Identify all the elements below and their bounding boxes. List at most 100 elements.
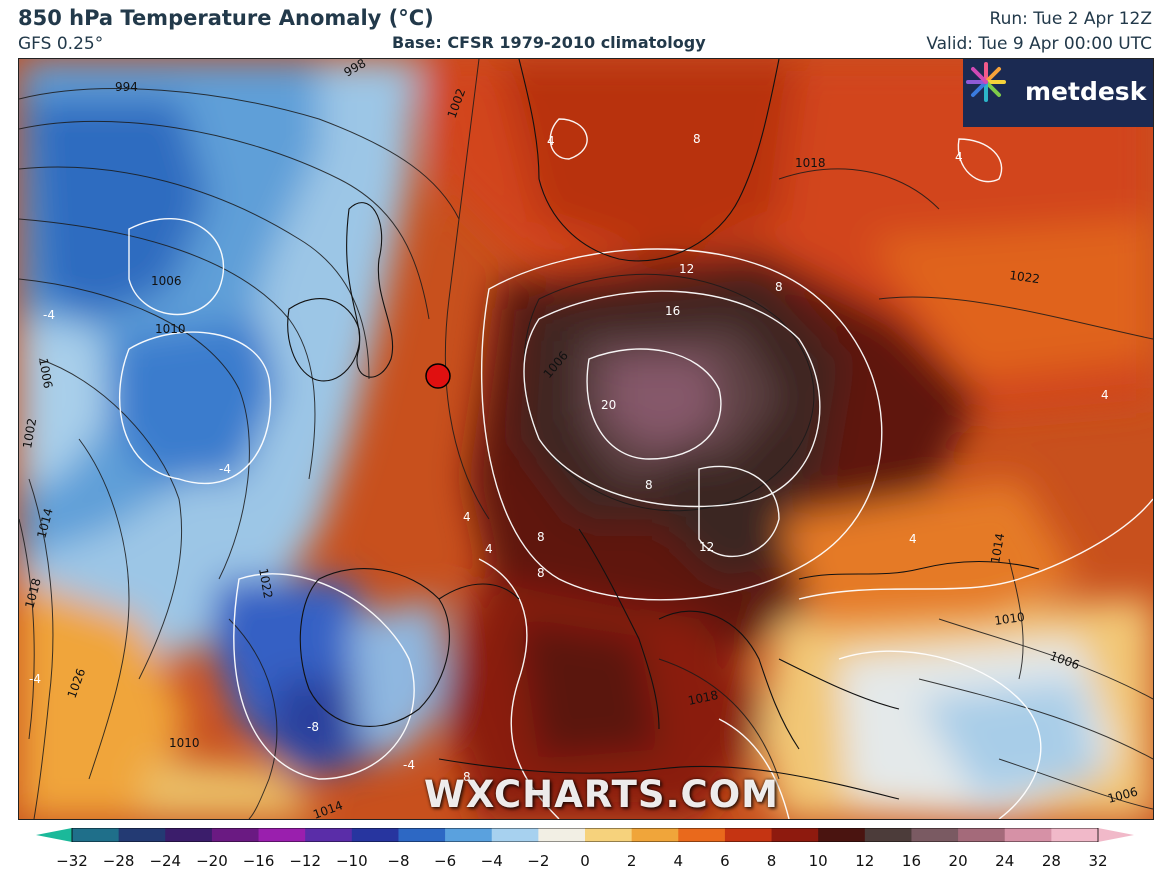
colorbar-tick-label: −32 [56, 852, 88, 870]
colorbar-segment [771, 828, 819, 842]
colorbar-frame [71, 828, 1099, 842]
pressure-label: 1018 [795, 156, 826, 170]
map-canvas: 994 998 1002 1006 1006 1010 1006 1002 10… [19, 59, 1153, 819]
colorbar-tick-label: −24 [149, 852, 182, 870]
watermark: WXCHARTS.COM [424, 773, 779, 816]
model-label: GFS 0.25° [18, 34, 104, 54]
colorbar-segment [585, 828, 633, 842]
colorbar-segment [678, 828, 726, 842]
colorbar-tick-label: 10 [808, 852, 828, 870]
colorbar-tick-label: 2 [626, 852, 637, 870]
anomaly-label: 8 [463, 770, 471, 784]
anomaly-label: 12 [699, 540, 714, 554]
anomaly-label: 16 [665, 304, 680, 318]
colorbar-segment [305, 828, 353, 842]
colorbar-segment [351, 828, 399, 842]
anomaly-label: -4 [403, 758, 415, 772]
anomaly-label: 8 [537, 566, 545, 580]
pressure-label: 1010 [169, 736, 200, 750]
anomaly-label: -4 [43, 308, 55, 322]
pressure-label: 1010 [993, 610, 1025, 628]
anomaly-label: 20 [601, 398, 616, 412]
colorbar-tick-label: 16 [901, 852, 921, 870]
colorbar-tick-label: −16 [242, 852, 275, 870]
colorbar-tick-label: −2 [527, 852, 550, 870]
pressure-label: 1022 [1009, 268, 1041, 286]
colorbar-segment [1004, 828, 1052, 842]
pinwheel-icon [966, 62, 1006, 102]
colorbar-segment [211, 828, 260, 842]
colorbar-segments [72, 828, 1099, 842]
colorbar-segment [631, 828, 679, 842]
anomaly-label: 12 [679, 262, 694, 276]
anomaly-label: 4 [909, 532, 917, 546]
colorbar [36, 828, 1134, 842]
anomaly-label: 4 [1101, 388, 1109, 402]
colorbar-segment [258, 828, 306, 842]
colorbar-arrow-right [1098, 828, 1134, 842]
colorbar-segment [958, 828, 1006, 842]
anomaly-contours [118, 118, 1153, 819]
colorbar-segment [1051, 828, 1099, 842]
anomaly-label: -8 [307, 720, 319, 734]
temperature-field [19, 59, 1153, 819]
anomaly-label: -4 [219, 462, 231, 476]
colorbar-tick-label: 20 [948, 852, 968, 870]
anomaly-label: 8 [537, 530, 545, 544]
anomaly-map[interactable]: 994 998 1002 1006 1006 1010 1006 1002 10… [18, 58, 1154, 820]
colorbar-tick-label: 24 [995, 852, 1015, 870]
colorbar-tick-label: 8 [766, 852, 777, 870]
colorbar-segment [724, 828, 773, 842]
anomaly-label: 4 [485, 542, 493, 556]
colorbar-tick-label: −12 [289, 852, 321, 870]
run-time-label: Run: Tue 2 Apr 12Z [989, 9, 1152, 29]
anomaly-label: 8 [645, 478, 653, 492]
anomaly-label: 8 [693, 132, 701, 146]
colorbar-tick-label: −10 [335, 852, 368, 870]
colorbar-segment [118, 828, 166, 842]
colorbar-segment [818, 828, 866, 842]
colorbar-tick-label: −20 [196, 852, 228, 870]
colorbar-tick-label: 0 [580, 852, 590, 870]
colorbar-segment [538, 828, 586, 842]
colorbar-tick-label: −6 [434, 852, 457, 870]
pressure-label: 1006 [151, 274, 182, 288]
colorbar-tick-label: −4 [480, 852, 503, 870]
anomaly-label: 4 [547, 134, 555, 148]
climatology-base-label: Base: CFSR 1979-2010 climatology [392, 33, 706, 52]
pressure-label: 1018 [687, 688, 720, 708]
pressure-label: 994 [115, 80, 138, 94]
colorbar-tick-label: 28 [1041, 852, 1061, 870]
colorbar-tick-label: 6 [720, 852, 730, 870]
colorbar-segment [864, 828, 912, 842]
chart-title: 850 hPa Temperature Anomaly (°C) [18, 6, 434, 30]
colorbar-segment [72, 828, 120, 842]
valid-time-label: Valid: Tue 9 Apr 00:00 UTC [926, 34, 1152, 54]
pressure-label: 1022 [256, 567, 275, 600]
colorbar-segment [398, 828, 446, 842]
anomaly-labels: -4 -4 -8 -4 -4 4 4 8 8 12 16 20 8 12 8 8… [29, 132, 1109, 784]
colorbar-tick-label: −28 [102, 852, 135, 870]
location-marker[interactable] [425, 363, 451, 389]
coastlines [287, 59, 1040, 800]
anomaly-label: -4 [29, 672, 41, 686]
colorbar-segment [445, 828, 493, 842]
pressure-labels: 994 998 1002 1006 1006 1010 1006 1002 10… [20, 59, 1139, 819]
colorbar-segment [165, 828, 213, 842]
colorbar-tick-label: −8 [387, 852, 410, 870]
colorbar-tick-labels: −32 −28 −24 −20 −16 −12 −10 −8 −6 −4 −2 0 2 4 6 8 10 12 16… [0, 852, 1170, 872]
anomaly-label: 8 [775, 280, 783, 294]
metdesk-logo: metdesk [963, 59, 1153, 127]
pressure-label: 1010 [155, 322, 186, 336]
logo-text: metdesk [1025, 77, 1147, 106]
pressure-label: 1002 [20, 417, 39, 450]
colorbar-segment [911, 828, 959, 842]
anomaly-label: 4 [955, 150, 963, 164]
pressure-label: 1006 [36, 357, 55, 390]
isobars [19, 59, 1153, 819]
colorbar-segment [491, 828, 539, 842]
colorbar-tick-label: 32 [1088, 852, 1108, 870]
anomaly-label: 4 [463, 510, 471, 524]
colorbar-tick-label: 12 [855, 852, 875, 870]
colorbar-arrow-left [36, 828, 72, 842]
